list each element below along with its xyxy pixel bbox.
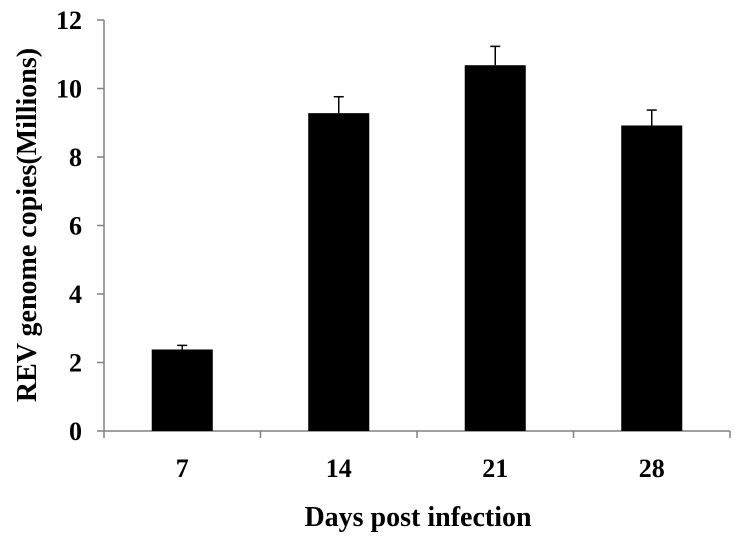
bar-14 — [308, 113, 370, 431]
y-tick-label: 8 — [69, 143, 82, 172]
bars — [151, 65, 683, 432]
y-tick-label: 0 — [69, 417, 82, 446]
y-tick-label: 2 — [69, 349, 82, 378]
bar-7 — [151, 349, 213, 431]
y-axis-title: REV genome copies(Millions) — [12, 48, 43, 402]
x-axis-title: Days post infection — [304, 502, 532, 533]
x-tick-label: 7 — [176, 454, 189, 483]
x-tick-label: 21 — [482, 454, 508, 483]
bar-28 — [621, 125, 683, 432]
x-tick-label: 28 — [639, 454, 665, 483]
y-tick-label: 12 — [56, 6, 82, 35]
error-bars — [177, 45, 657, 350]
bar-21 — [464, 65, 526, 432]
x-tick-label: 14 — [326, 454, 352, 483]
x-axis: 7 14 21 28 — [103, 430, 731, 483]
y-tick-label: 6 — [69, 212, 82, 241]
y-tick-label: 4 — [69, 280, 82, 309]
y-tick-label: 10 — [56, 75, 82, 104]
y-axis: 0 2 4 6 8 10 12 — [56, 6, 105, 446]
